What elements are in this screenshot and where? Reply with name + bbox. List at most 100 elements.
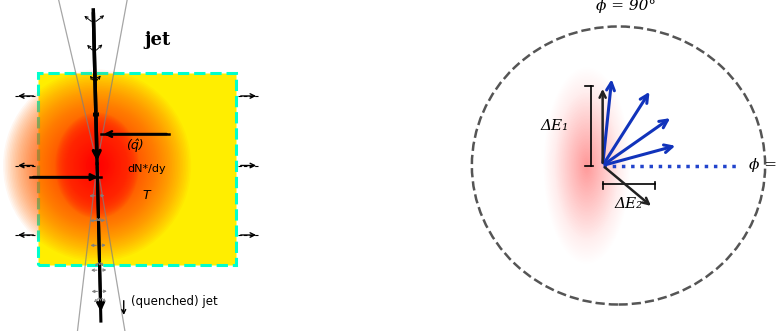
- Ellipse shape: [582, 154, 592, 177]
- Ellipse shape: [82, 151, 111, 180]
- Ellipse shape: [80, 144, 114, 187]
- Ellipse shape: [56, 123, 138, 208]
- Ellipse shape: [78, 142, 116, 189]
- Ellipse shape: [580, 150, 594, 181]
- Ellipse shape: [576, 141, 598, 190]
- Ellipse shape: [56, 114, 138, 217]
- Ellipse shape: [65, 133, 129, 198]
- Ellipse shape: [79, 148, 115, 183]
- Ellipse shape: [84, 149, 110, 182]
- Ellipse shape: [11, 78, 183, 253]
- Ellipse shape: [564, 114, 609, 217]
- Ellipse shape: [72, 134, 122, 197]
- Ellipse shape: [572, 131, 602, 200]
- Ellipse shape: [563, 111, 611, 220]
- Ellipse shape: [75, 137, 120, 194]
- Ellipse shape: [43, 110, 152, 221]
- Ellipse shape: [17, 84, 177, 247]
- Ellipse shape: [70, 131, 124, 200]
- Bar: [38, 73, 236, 265]
- Ellipse shape: [566, 119, 607, 212]
- Ellipse shape: [567, 121, 606, 210]
- Ellipse shape: [560, 105, 613, 226]
- Ellipse shape: [83, 148, 111, 183]
- Ellipse shape: [67, 135, 127, 196]
- Ellipse shape: [561, 107, 613, 224]
- Text: (q̂): (q̂): [127, 139, 144, 152]
- Ellipse shape: [14, 81, 180, 250]
- Ellipse shape: [81, 145, 113, 186]
- Ellipse shape: [545, 71, 629, 260]
- Ellipse shape: [586, 164, 587, 167]
- Ellipse shape: [54, 121, 140, 210]
- Ellipse shape: [8, 74, 186, 257]
- Ellipse shape: [55, 113, 139, 218]
- Ellipse shape: [545, 72, 628, 259]
- Ellipse shape: [78, 146, 117, 185]
- Ellipse shape: [552, 88, 621, 243]
- Text: dN*/dy: dN*/dy: [127, 164, 166, 174]
- Ellipse shape: [583, 157, 591, 174]
- Ellipse shape: [94, 162, 100, 169]
- Ellipse shape: [91, 159, 103, 172]
- Ellipse shape: [86, 152, 108, 179]
- Ellipse shape: [91, 158, 103, 173]
- Ellipse shape: [12, 79, 182, 252]
- Text: ϕ = 90°: ϕ = 90°: [597, 0, 657, 13]
- Ellipse shape: [24, 91, 170, 240]
- Ellipse shape: [579, 148, 594, 183]
- Ellipse shape: [75, 143, 120, 188]
- Ellipse shape: [66, 126, 128, 205]
- Ellipse shape: [85, 153, 110, 178]
- Ellipse shape: [569, 124, 605, 207]
- Ellipse shape: [60, 118, 134, 213]
- Ellipse shape: [581, 153, 593, 178]
- Ellipse shape: [38, 105, 156, 226]
- Ellipse shape: [96, 165, 98, 166]
- Ellipse shape: [16, 82, 179, 249]
- Ellipse shape: [552, 85, 622, 246]
- Ellipse shape: [566, 118, 608, 213]
- Ellipse shape: [575, 138, 599, 193]
- Ellipse shape: [553, 89, 620, 242]
- Ellipse shape: [61, 119, 134, 212]
- Ellipse shape: [85, 150, 109, 181]
- Ellipse shape: [96, 164, 99, 167]
- Ellipse shape: [90, 157, 104, 174]
- Ellipse shape: [20, 87, 173, 244]
- Ellipse shape: [86, 154, 108, 177]
- Ellipse shape: [563, 112, 610, 219]
- Ellipse shape: [81, 149, 113, 182]
- Ellipse shape: [552, 86, 622, 245]
- Ellipse shape: [79, 143, 115, 188]
- Ellipse shape: [41, 109, 153, 222]
- Ellipse shape: [571, 129, 603, 202]
- Text: ΔE₁: ΔE₁: [541, 119, 570, 133]
- Ellipse shape: [562, 109, 611, 222]
- Ellipse shape: [559, 104, 614, 227]
- Ellipse shape: [3, 70, 191, 261]
- Ellipse shape: [554, 91, 619, 240]
- Ellipse shape: [32, 99, 162, 232]
- Ellipse shape: [549, 78, 625, 253]
- Ellipse shape: [586, 163, 588, 168]
- Ellipse shape: [19, 86, 175, 245]
- Ellipse shape: [68, 129, 126, 202]
- Ellipse shape: [51, 118, 143, 213]
- Ellipse shape: [547, 75, 626, 256]
- Ellipse shape: [548, 76, 626, 255]
- Ellipse shape: [565, 115, 609, 216]
- Ellipse shape: [61, 128, 134, 203]
- Ellipse shape: [577, 142, 597, 189]
- Ellipse shape: [578, 145, 596, 186]
- Ellipse shape: [73, 135, 121, 196]
- Ellipse shape: [562, 108, 612, 223]
- Ellipse shape: [47, 115, 147, 216]
- Ellipse shape: [580, 151, 593, 180]
- Ellipse shape: [87, 153, 107, 178]
- Ellipse shape: [64, 124, 130, 207]
- Ellipse shape: [44, 112, 150, 219]
- Ellipse shape: [73, 141, 121, 190]
- Ellipse shape: [57, 116, 137, 215]
- Ellipse shape: [57, 115, 138, 216]
